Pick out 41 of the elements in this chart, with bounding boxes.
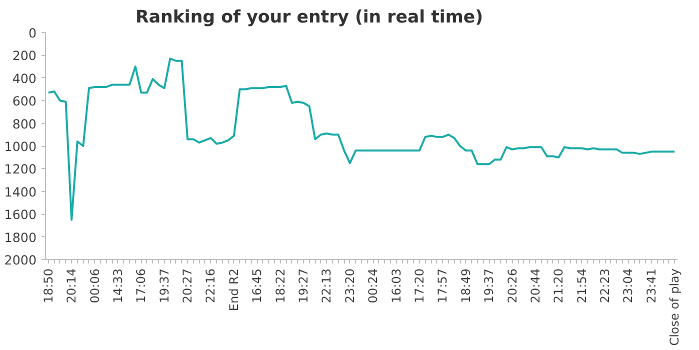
x-tick-label: 23:20 [342,268,357,304]
y-tick-label: 1200 [4,162,37,177]
x-tick-label: 22:16 [204,268,218,304]
y-tick-label: 400 [12,70,37,86]
x-tick-label: 19:37 [157,268,172,304]
x-tick-label: 00:06 [88,268,102,304]
y-tick-label: 1400 [4,184,37,200]
x-tick-label: 17:57 [436,268,450,304]
x-tick-label: 20:44 [528,268,542,304]
chart-title: Ranking of your entry (in real time) [136,8,484,28]
y-tick-label: 2000 [4,252,37,268]
x-tick-label: Close of play [668,268,682,346]
y-tick-label: 600 [12,94,37,109]
line-series [47,58,676,221]
x-tick-label: 19:27 [296,268,311,304]
x-tick-label: 00:24 [366,268,380,304]
x-tick-label: 18:22 [273,268,288,304]
x-tick-label: 21:54 [574,268,589,304]
x-tick-label: 18:50 [41,268,56,304]
x-tick-label: 18:49 [458,268,473,304]
x-tick-label: 20:26 [505,268,520,304]
y-tick-label: 800 [12,116,37,132]
x-tick-label: 14:33 [110,268,125,304]
x-tick-label: 20:27 [180,268,195,304]
x-tick-label: 23:41 [644,268,658,304]
x-tick-label: End R2 [226,268,241,312]
x-tick-label: 17:20 [412,268,426,304]
y-tick-label: 0 [28,26,37,40]
x-tick-label: 22:13 [320,268,334,304]
y-tick-label: 200 [12,48,37,64]
y-tick-label: 1800 [4,230,37,245]
y-tick-label: 1000 [4,139,37,154]
x-tick-label: 16:03 [389,268,404,304]
x-tick-label: 21:20 [552,268,566,304]
x-tick-label: 23:04 [621,268,636,304]
x-tick-label: 16:45 [250,268,264,304]
x-tick-label: 19:37 [482,268,496,304]
x-tick-label: 17:06 [134,268,148,304]
x-tick-label: 20:14 [64,268,79,304]
x-tick-label: 22:23 [598,268,612,304]
y-tick-label: 1600 [4,207,37,222]
